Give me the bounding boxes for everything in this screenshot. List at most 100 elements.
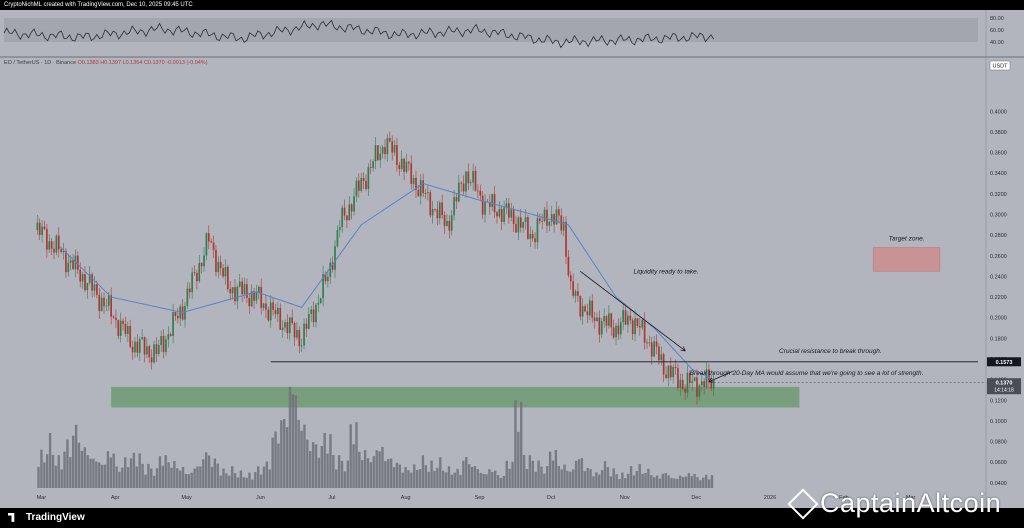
candle-body [541,220,544,222]
candle-body [669,365,672,378]
candle-body [472,170,474,183]
volume-bar [164,455,167,488]
candle-body [579,295,582,317]
volume-bar [389,458,393,488]
candle-body [110,295,112,317]
candle-body [553,214,555,225]
time-tick-label: Apr [111,495,120,501]
candle-body [50,241,53,249]
volume-bar [574,460,578,488]
candle-body [396,145,398,166]
volume-bar [572,469,575,488]
volume-bar [641,473,644,488]
volume-bar [433,470,436,488]
candle-body [629,315,632,321]
tradingview-logo[interactable]: TradingView [8,511,85,525]
volume-bar [161,465,165,488]
volume-bar [152,475,156,488]
candle-body [689,372,691,384]
candle-body [693,377,696,382]
volume-bar [421,455,425,488]
candle-body [574,291,577,296]
candle-body [367,167,370,189]
candle-body [441,202,444,216]
volume-bar [609,476,613,488]
volume-bar [681,477,685,488]
volume-bar [387,458,390,488]
price-tick-label: 0.2600 [990,254,1007,260]
volume-bar [606,467,610,488]
candle-body [348,204,351,221]
volume-bar [583,471,586,488]
candle-body [267,309,270,321]
time-tick-label: Mar [37,495,47,501]
volume-bar [288,386,292,488]
price-label-value: 0.1370 [996,381,1013,387]
volume-bar [462,460,465,488]
volume-bar [375,450,378,488]
currency-button[interactable]: USDT [989,60,1011,71]
candle-body [567,256,570,276]
candle-body [186,288,189,306]
candle-body [100,297,103,311]
annotation-text: Liquidity ready to take. [634,268,699,275]
candle-body [153,344,155,363]
volume-bar [352,444,355,488]
candle-body [119,320,122,336]
candle-body [291,317,293,323]
candle-body [160,335,163,346]
candle-body [698,385,701,397]
volume-bar [378,451,381,488]
candle-body [96,284,98,295]
candle-body [696,377,698,397]
candle-body [379,153,382,161]
volume-bar [557,465,560,488]
candle-body [627,315,629,325]
candle-body [493,194,496,213]
candle-body [341,207,343,228]
candle-body [124,323,127,334]
candle-body [174,311,177,316]
candle-body [62,250,65,253]
time-tick-label: May [181,495,192,501]
candle-body [538,218,541,221]
candle-body [619,322,622,335]
candle-body [527,217,529,239]
volume-bar [311,442,315,488]
oscillator-tick-label: 80.00 [990,16,1004,22]
candle-body [103,297,105,307]
volume-bar [181,466,185,488]
candle-body [429,192,432,216]
volume-bar [404,467,407,488]
candle-body [69,260,72,263]
candle-body [646,342,648,344]
volume-bar [502,475,506,488]
candle-body [572,281,574,296]
candle-body [667,365,670,379]
volume-bar [199,466,202,488]
volume-bar [600,470,604,488]
volume-bar [603,461,607,488]
captainaltcoin-logo-icon [787,488,819,520]
candle-body [648,342,651,344]
volume-bar [612,468,615,488]
volume-bar [207,455,211,488]
volume-bar [89,458,92,488]
candle-body [550,214,553,222]
candle-body [384,146,386,155]
volume-bar [546,466,549,488]
volume-bar [366,458,370,488]
candle-body [231,287,234,294]
candle-body [381,146,384,154]
volume-bar [667,475,670,488]
volume-bar [369,462,373,488]
volume-bar [118,471,121,488]
candle-body [262,303,265,308]
candle-body [167,334,170,340]
volume-bar [476,469,480,488]
candle-body [217,262,220,273]
volume-bar [560,469,563,488]
candle-body [610,313,613,328]
candle-body [36,222,39,230]
